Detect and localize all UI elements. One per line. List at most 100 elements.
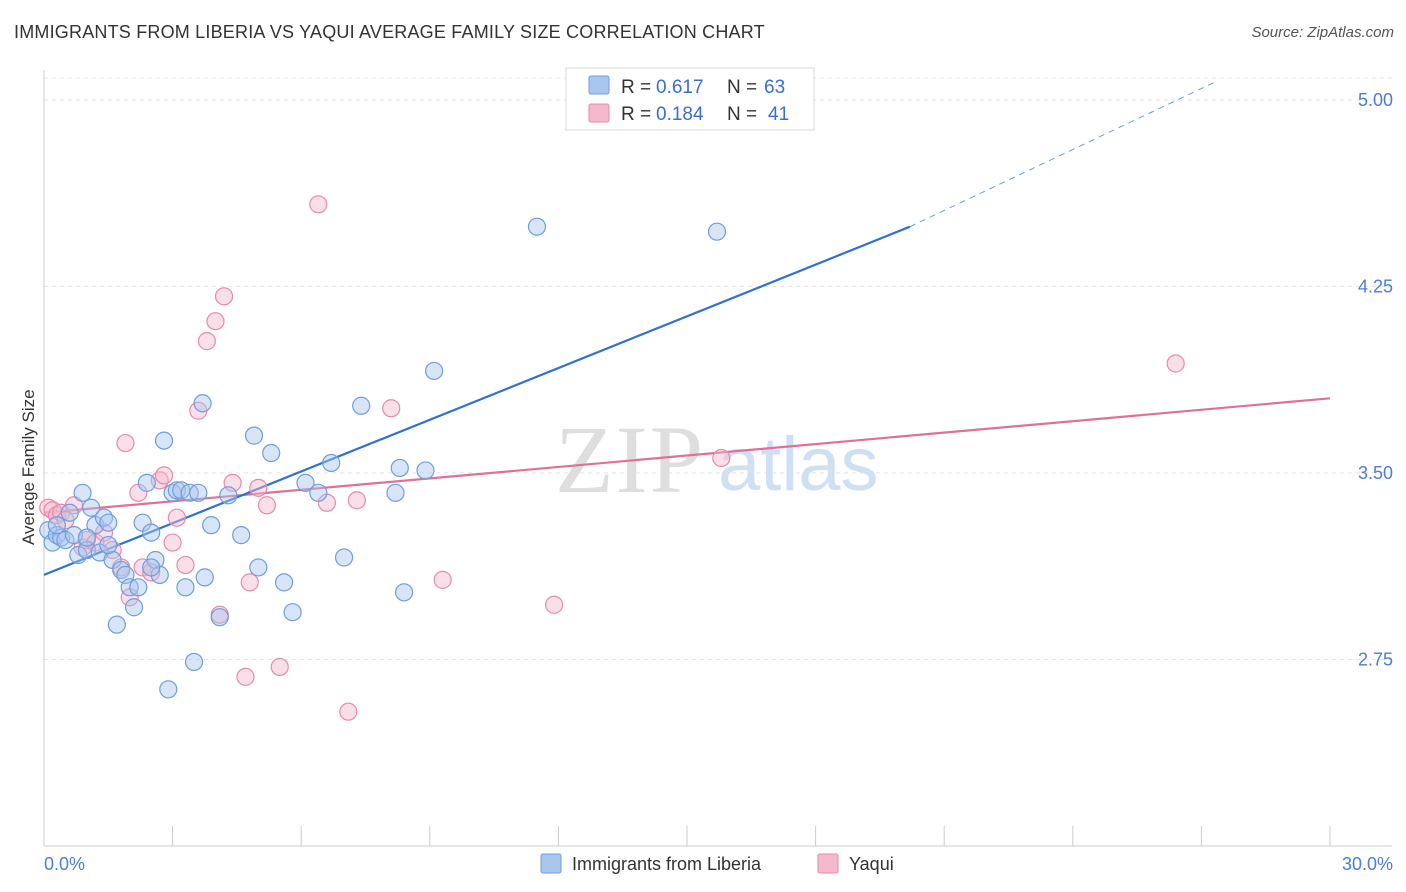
legend-n-value-1: 63 bbox=[764, 77, 785, 98]
point-yaqui-41 bbox=[1166, 354, 1185, 373]
point-yaqui-33 bbox=[309, 195, 328, 214]
point-liberia-35 bbox=[189, 483, 208, 502]
bottom-legend-swatch-yaqui bbox=[817, 853, 839, 874]
point-liberia-44 bbox=[262, 443, 281, 463]
y-tick-label-1: 3.50 bbox=[1358, 463, 1393, 483]
point-liberia-27 bbox=[154, 431, 174, 450]
x-tick-label-0: 0.0% bbox=[44, 854, 85, 874]
point-liberia-32 bbox=[176, 578, 195, 597]
point-liberia-42 bbox=[244, 426, 264, 445]
point-yaqui-28 bbox=[236, 667, 255, 686]
point-liberia-37 bbox=[195, 568, 214, 587]
legend-r-label-2: R = bbox=[621, 104, 651, 125]
point-yaqui-19 bbox=[163, 533, 182, 552]
bottom-legend-label-yaqui: Yaqui bbox=[849, 854, 894, 874]
point-liberia-38 bbox=[202, 516, 221, 535]
point-liberia-58 bbox=[707, 222, 727, 241]
point-yaqui-38 bbox=[433, 570, 452, 589]
point-liberia-59 bbox=[47, 516, 66, 535]
point-yaqui-26 bbox=[214, 287, 234, 306]
legend-n-label-2: N = bbox=[727, 104, 757, 125]
trend-line-liberia-extension bbox=[909, 81, 1215, 228]
point-liberia-41 bbox=[232, 526, 251, 545]
legend-swatch-yaqui bbox=[588, 103, 610, 123]
point-yaqui-23 bbox=[197, 332, 216, 351]
legend-bottom: Immigrants from Liberia Yaqui bbox=[540, 853, 894, 874]
point-liberia-5 bbox=[60, 503, 79, 522]
point-liberia-61 bbox=[99, 535, 118, 555]
point-yaqui-12 bbox=[116, 433, 135, 453]
y-axis-label: Average Family Size bbox=[19, 389, 38, 545]
point-liberia-50 bbox=[334, 548, 354, 567]
point-yaqui-24 bbox=[206, 312, 225, 331]
point-liberia-10 bbox=[82, 498, 101, 517]
trend-line-yaqui bbox=[43, 397, 1331, 514]
point-yaqui-37 bbox=[382, 399, 401, 418]
point-liberia-39 bbox=[210, 608, 229, 627]
legend-swatch-liberia bbox=[588, 75, 610, 95]
point-liberia-48 bbox=[309, 483, 328, 502]
point-yaqui-36 bbox=[347, 491, 367, 510]
point-liberia-28 bbox=[159, 680, 178, 699]
point-liberia-55 bbox=[416, 461, 435, 480]
point-liberia-40 bbox=[219, 486, 238, 505]
point-liberia-21 bbox=[129, 578, 148, 597]
y-tick-label-3: 5.00 bbox=[1358, 90, 1393, 110]
point-yaqui-31 bbox=[257, 496, 277, 515]
y-tick-label-2: 4.25 bbox=[1358, 276, 1393, 296]
point-liberia-20 bbox=[124, 598, 144, 617]
legend-r-label-1: R = bbox=[621, 77, 651, 98]
point-liberia-36 bbox=[193, 394, 212, 413]
point-liberia-4 bbox=[56, 530, 75, 550]
y-tick-label-0: 2.75 bbox=[1358, 649, 1393, 669]
point-liberia-49 bbox=[322, 453, 341, 473]
point-liberia-57 bbox=[527, 217, 547, 236]
chart-source: Source: ZipAtlas.com bbox=[1251, 24, 1394, 41]
legend-n-value-2: 41 bbox=[768, 104, 789, 125]
point-liberia-43 bbox=[249, 558, 268, 577]
bottom-legend-label-liberia: Immigrants from Liberia bbox=[572, 854, 762, 874]
y-tick-labels: 2.75 3.50 4.25 5.00 bbox=[1358, 90, 1393, 670]
series-liberia-points bbox=[39, 217, 727, 699]
point-liberia-47 bbox=[296, 473, 315, 492]
series-yaqui-points bbox=[39, 195, 1185, 721]
bottom-legend-swatch-liberia bbox=[540, 853, 562, 874]
point-yaqui-39 bbox=[545, 595, 564, 614]
x-tick-labels: 0.0% 30.0% bbox=[44, 854, 1393, 874]
point-yaqui-18 bbox=[154, 466, 174, 485]
x-tick-label-1: 30.0% bbox=[1342, 854, 1393, 874]
point-liberia-16 bbox=[107, 615, 126, 634]
point-yaqui-35 bbox=[339, 702, 358, 721]
point-liberia-34 bbox=[184, 652, 204, 672]
point-yaqui-21 bbox=[176, 555, 195, 575]
point-yaqui-20 bbox=[167, 508, 186, 527]
legend-r-value-1: 0.617 bbox=[656, 77, 704, 98]
trend-lines bbox=[43, 81, 1331, 576]
watermark: ZIP atlas bbox=[555, 406, 879, 513]
point-liberia-14 bbox=[99, 513, 118, 532]
point-liberia-60 bbox=[77, 528, 96, 547]
point-liberia-51 bbox=[352, 396, 371, 415]
point-yaqui-40 bbox=[712, 448, 731, 468]
point-liberia-23 bbox=[137, 473, 156, 492]
axes bbox=[43, 70, 1392, 847]
legend-n-label-1: N = bbox=[727, 77, 757, 98]
legend-r-value-2: 0.184 bbox=[656, 104, 704, 125]
point-liberia-8 bbox=[73, 483, 92, 502]
point-liberia-24 bbox=[142, 523, 161, 542]
point-liberia-62 bbox=[142, 558, 161, 577]
watermark-atlas: atlas bbox=[718, 422, 879, 507]
point-liberia-56 bbox=[424, 361, 444, 381]
point-liberia-53 bbox=[390, 458, 409, 478]
point-liberia-46 bbox=[283, 603, 302, 622]
watermark-zip: ZIP bbox=[555, 406, 705, 513]
point-liberia-54 bbox=[394, 583, 414, 602]
grid-lines bbox=[44, 77, 1392, 660]
point-liberia-52 bbox=[386, 483, 405, 502]
point-liberia-45 bbox=[274, 573, 294, 592]
chart-title: IMMIGRANTS FROM LIBERIA VS YAQUI AVERAGE… bbox=[14, 22, 765, 42]
point-yaqui-29 bbox=[240, 573, 259, 592]
point-yaqui-32 bbox=[270, 657, 289, 677]
trend-line-liberia bbox=[43, 225, 911, 576]
